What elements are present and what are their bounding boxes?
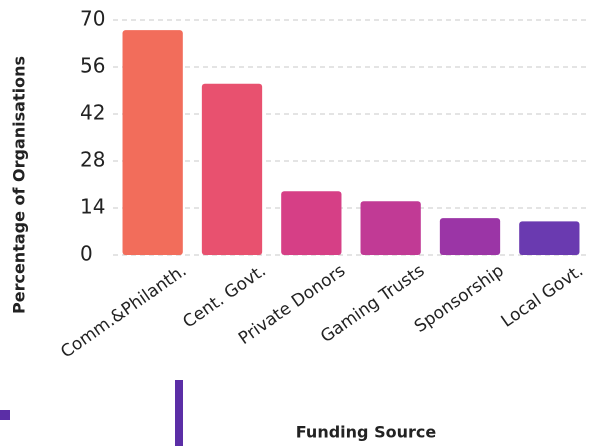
y-tick-label: 70 xyxy=(80,7,105,31)
decoration xyxy=(175,380,183,446)
y-tick-label: 14 xyxy=(80,195,105,219)
x-axis-title: Funding Source xyxy=(296,423,437,442)
bar xyxy=(122,30,183,256)
y-tick-label: 28 xyxy=(80,148,105,172)
y-tick-label: 56 xyxy=(80,54,105,78)
bar xyxy=(519,221,580,255)
bar xyxy=(281,191,342,255)
bar xyxy=(360,201,421,255)
decoration xyxy=(0,410,10,420)
y-tick-label: 0 xyxy=(80,242,93,266)
x-tick-label: Local Govt. xyxy=(498,261,587,332)
x-tick-label: Sponsorship xyxy=(411,261,508,337)
bar xyxy=(439,218,501,255)
x-tick-label: Comm.&Philanth. xyxy=(57,261,190,363)
y-axis-title: Percentage of Organisations xyxy=(10,56,29,314)
bar xyxy=(201,83,263,256)
y-tick-label: 42 xyxy=(80,101,105,125)
